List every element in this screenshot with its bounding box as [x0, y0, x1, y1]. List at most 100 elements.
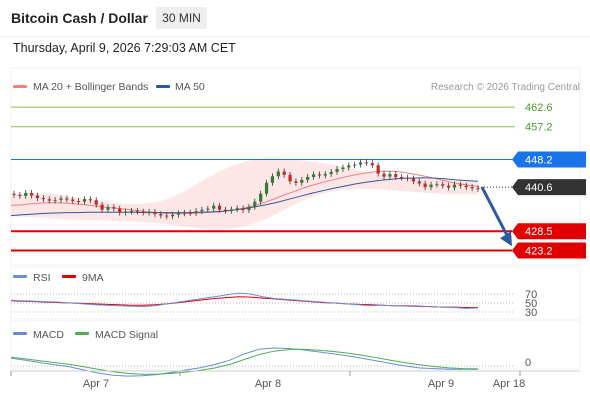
- candle-body: [441, 184, 445, 186]
- candle-body: [41, 198, 45, 200]
- x-tick-label: Apr 18: [493, 378, 525, 390]
- candle-body: [118, 208, 122, 213]
- support-tag: [512, 242, 586, 259]
- candle-body: [135, 210, 139, 212]
- candle-body: [294, 181, 298, 183]
- instrument-title: Bitcoin Cash / Dollar: [11, 10, 148, 26]
- x-tick-label: Apr 8: [255, 378, 281, 390]
- candle-body: [300, 179, 304, 183]
- candle-body: [212, 205, 216, 209]
- candle-body: [24, 192, 28, 196]
- candle-body: [182, 212, 186, 214]
- resistance-label: 457.2: [525, 122, 553, 134]
- candle-body: [112, 207, 116, 209]
- candle-body: [329, 171, 333, 175]
- forecast-arrow-shaft: [480, 186, 509, 236]
- rsi-level-label: 70: [525, 289, 537, 301]
- support-tag: [512, 223, 586, 240]
- candle-body: [423, 183, 427, 188]
- candle-body: [194, 211, 198, 214]
- ma50-legend-label: MA 50: [175, 81, 205, 93]
- rsi-legend-label: RSI: [33, 272, 51, 284]
- candle-body: [188, 212, 192, 214]
- candle-body: [364, 162, 369, 164]
- candle-body: [106, 207, 110, 210]
- candle-body: [458, 184, 462, 186]
- candle-body: [30, 192, 34, 196]
- x-tick-label: Apr 9: [428, 378, 454, 390]
- copyright-text: Research © 2026 Trading Central: [431, 82, 580, 93]
- candle-body: [47, 199, 51, 201]
- candle-body: [411, 178, 415, 182]
- candle-body: [229, 209, 233, 211]
- candle-body: [405, 177, 410, 179]
- candle-body: [400, 176, 404, 178]
- candle-body: [206, 208, 210, 210]
- candle-body: [370, 163, 374, 166]
- candle-body: [18, 194, 22, 196]
- candle-body: [141, 211, 145, 213]
- rsi-level-label: 30: [525, 307, 537, 319]
- ma20-line: [10, 170, 479, 215]
- rsi-ma-legend-swatch: [62, 275, 76, 278]
- rsi-panel: [10, 266, 581, 320]
- macd-legend-label: MACD: [33, 329, 64, 341]
- candle-body: [253, 201, 257, 207]
- candle-body: [476, 188, 480, 190]
- candle-body: [65, 198, 69, 200]
- candle-body: [88, 199, 92, 201]
- candle-body: [247, 206, 251, 211]
- candle-body: [165, 215, 169, 217]
- candlesticks: [12, 159, 480, 220]
- candle-body: [200, 209, 204, 212]
- bollinger-bands: [11, 158, 478, 230]
- rsi-line: [10, 292, 479, 309]
- candle-body: [417, 181, 421, 184]
- ma50-legend-swatch: [156, 85, 170, 88]
- rsi-legend-swatch: [13, 275, 27, 278]
- timeframe-button[interactable]: 30 MIN: [156, 7, 207, 29]
- candle-body: [447, 185, 451, 188]
- macd-signal-line: [10, 348, 479, 375]
- candle-body: [223, 209, 228, 211]
- candle-body: [94, 200, 98, 205]
- chart-timestamp: Thursday, April 9, 2026 7:29:03 AM CET: [13, 41, 236, 55]
- candle-body: [353, 164, 357, 166]
- candle-body: [82, 199, 87, 202]
- candle-body: [235, 208, 239, 210]
- candle-body: [452, 184, 457, 188]
- candle-body: [259, 193, 263, 202]
- forecast-arrow: [480, 186, 512, 247]
- candle-body: [464, 185, 468, 188]
- candle-body: [394, 174, 398, 177]
- x-axis: Apr 7 Apr 8 Apr 9 Apr 18: [10, 371, 525, 390]
- pivot-tag: [512, 151, 586, 168]
- candle-body: [129, 210, 134, 212]
- macd-signal-legend-label: MACD Signal: [95, 329, 158, 341]
- resistance-label: 462.6: [525, 102, 553, 114]
- candle-body: [77, 200, 81, 202]
- candle-body: [388, 174, 392, 177]
- candle-body: [53, 199, 57, 201]
- candle-body: [241, 208, 245, 211]
- candle-body: [288, 174, 292, 182]
- x-tick-label: Apr 7: [83, 378, 109, 390]
- current-price-label: 440.6: [525, 182, 553, 194]
- ma20-legend-swatch: [13, 85, 27, 88]
- support-label: 423.2: [525, 246, 553, 258]
- price-tags: 462.6 457.2 448.2 428.5 423.2 440.6: [512, 102, 586, 259]
- candle-body: [435, 184, 439, 186]
- candle-body: [153, 211, 157, 215]
- macd-line: [10, 347, 479, 377]
- candle-body: [382, 173, 386, 177]
- candle-body: [270, 176, 275, 183]
- candle-body: [317, 174, 322, 176]
- candle-body: [429, 184, 433, 188]
- current-price-tag: [512, 179, 586, 196]
- macd-indicator: 0: [10, 347, 531, 377]
- rsi-level-label: 50: [525, 298, 537, 310]
- candle-body: [12, 193, 16, 195]
- chart-header: Bitcoin Cash / Dollar 30 MIN: [0, 0, 590, 37]
